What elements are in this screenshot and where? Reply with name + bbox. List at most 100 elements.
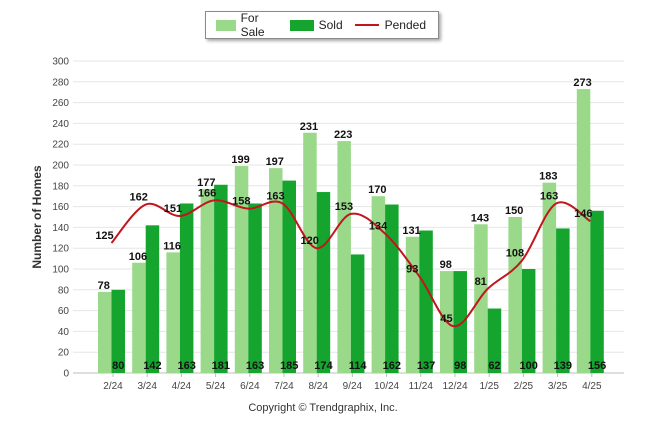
x-tick-label: 1/25: [479, 381, 499, 392]
bar-sold: [248, 203, 262, 373]
data-label-pended: 93: [406, 263, 418, 275]
x-tick-label: 10/24: [374, 381, 399, 392]
y-tick-label: 260: [52, 98, 69, 109]
bar-sold: [179, 203, 194, 373]
data-label-for-sale: 116: [163, 240, 181, 252]
data-label-pended: 166: [198, 187, 216, 199]
data-label-sold: 142: [143, 360, 161, 372]
x-tick-label: 4/24: [172, 381, 192, 392]
bar-for-sale: [200, 188, 215, 373]
y-axis-title: Number of Homes: [30, 165, 44, 269]
data-label-pended: 163: [266, 190, 284, 202]
x-tick-label: 6/24: [240, 381, 260, 392]
x-tick-label: 8/24: [308, 381, 328, 392]
bar-sold: [453, 271, 467, 373]
x-tick-label: 11/24: [409, 381, 434, 392]
data-label-pended: 45: [440, 313, 452, 325]
bar-for-sale: [508, 217, 522, 373]
data-label-for-sale: 150: [505, 205, 523, 217]
x-tick-label: 7/24: [274, 381, 294, 392]
data-label-sold: 163: [177, 360, 195, 372]
bar-sold: [111, 289, 125, 373]
y-tick-label: 0: [63, 369, 69, 380]
data-label-sold: 185: [280, 360, 298, 372]
x-tick-label: 12/24: [442, 381, 467, 392]
data-label-sold: 139: [554, 360, 572, 372]
bar-sold: [385, 204, 399, 373]
data-label-for-sale: 106: [129, 251, 147, 263]
bar-sold: [487, 308, 502, 373]
data-label-sold: 100: [519, 360, 537, 372]
data-label-for-sale: 183: [539, 171, 557, 183]
bar-sold: [419, 230, 433, 373]
data-label-pended: 108: [506, 248, 524, 260]
bar-sold: [282, 180, 296, 373]
data-label-for-sale: 131: [402, 225, 420, 237]
legend-item-for-sale: For Sale: [216, 11, 278, 39]
copyright-text: Copyright © Trendgraphix, Inc.: [248, 402, 398, 414]
bar-for-sale: [405, 236, 420, 373]
legend-label-pended: Pended: [384, 18, 426, 32]
y-tick-label: 40: [58, 327, 70, 338]
bar-for-sale: [371, 196, 386, 373]
legend-swatch-for-sale: [216, 19, 236, 31]
x-tick-label: 9/24: [343, 381, 363, 392]
legend-item-pended: Pended: [354, 18, 426, 32]
data-label-sold: 62: [488, 360, 500, 372]
x-tick-label: 2/25: [514, 381, 534, 392]
y-tick-label: 140: [52, 223, 69, 234]
legend: For Sale Sold Pended: [205, 11, 439, 39]
bar-for-sale: [576, 89, 591, 373]
data-label-for-sale: 199: [231, 154, 249, 166]
data-label-pended: 146: [574, 208, 592, 220]
y-tick-label: 20: [58, 348, 70, 359]
data-label-for-sale: 170: [368, 184, 386, 196]
data-label-sold: 181: [212, 360, 230, 372]
bar-for-sale: [337, 141, 351, 373]
bar-sold: [590, 210, 604, 373]
data-label-sold: 98: [454, 360, 466, 372]
bar-sold: [521, 269, 536, 373]
data-label-sold: 174: [314, 360, 333, 372]
y-tick-label: 100: [52, 265, 69, 276]
legend-label-sold: Sold: [318, 18, 343, 32]
y-tick-label: 180: [52, 181, 69, 192]
data-label-pended: 158: [232, 196, 250, 208]
data-label-pended: 163: [540, 190, 558, 202]
bar-for-sale: [542, 182, 557, 373]
data-label-pended: 162: [130, 192, 148, 204]
bar-sold: [556, 228, 570, 373]
x-tick-label: 5/24: [206, 381, 226, 392]
y-tick-label: 60: [58, 306, 70, 317]
bar-sold: [145, 225, 160, 373]
bar-sold: [350, 254, 365, 373]
data-label-pended: 125: [95, 230, 113, 242]
bar-for-sale: [132, 262, 146, 373]
data-label-pended: 81: [475, 276, 487, 288]
y-tick-label: 300: [52, 57, 69, 68]
y-tick-label: 120: [52, 244, 69, 255]
data-label-for-sale: 197: [266, 156, 284, 168]
legend-swatch-sold: [289, 19, 314, 31]
y-tick-label: 80: [58, 285, 70, 296]
data-label-for-sale: 98: [440, 259, 452, 271]
data-label-pended: 120: [301, 235, 319, 247]
data-label-for-sale: 78: [98, 280, 110, 292]
bar-sold: [214, 184, 228, 373]
data-label-pended: 151: [164, 203, 182, 215]
y-tick-label: 220: [52, 140, 69, 151]
data-label-for-sale: 177: [197, 177, 215, 189]
data-label-sold: 156: [588, 360, 606, 372]
data-label-sold: 80: [112, 360, 124, 372]
legend-item-sold: Sold: [289, 18, 343, 32]
data-label-sold: 137: [417, 360, 435, 372]
x-tick-label: 3/25: [548, 381, 568, 392]
data-label-for-sale: 231: [300, 121, 318, 133]
data-label-sold: 162: [383, 360, 401, 372]
data-label-for-sale: 273: [573, 77, 591, 89]
x-tick-label: 2/24: [103, 381, 123, 392]
y-tick-label: 160: [52, 202, 69, 213]
data-label-sold: 114: [349, 360, 368, 372]
bar-for-sale: [234, 166, 249, 373]
